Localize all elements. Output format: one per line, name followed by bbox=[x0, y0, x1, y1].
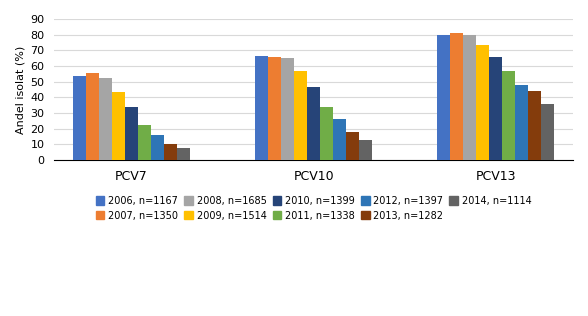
Bar bbox=[125, 107, 138, 160]
Bar bbox=[177, 148, 190, 160]
Bar bbox=[294, 71, 307, 160]
Bar bbox=[542, 104, 554, 160]
Bar bbox=[529, 91, 542, 160]
Bar bbox=[99, 78, 112, 160]
Bar bbox=[437, 35, 450, 160]
Bar bbox=[463, 35, 476, 160]
Bar bbox=[255, 56, 268, 160]
Bar bbox=[307, 87, 320, 160]
Y-axis label: Andel isolat (%): Andel isolat (%) bbox=[15, 45, 25, 134]
Bar bbox=[450, 33, 463, 160]
Bar bbox=[281, 58, 294, 160]
Bar bbox=[73, 76, 86, 160]
Bar bbox=[476, 45, 489, 160]
Bar bbox=[164, 144, 177, 160]
Bar bbox=[515, 85, 529, 160]
Bar bbox=[359, 140, 372, 160]
Bar bbox=[346, 132, 359, 160]
Bar bbox=[151, 135, 164, 160]
Bar bbox=[112, 92, 125, 160]
Bar bbox=[333, 119, 346, 160]
Bar bbox=[268, 58, 281, 160]
Bar bbox=[320, 107, 333, 160]
Legend: 2006, n=1167, 2007, n=1350, 2008, n=1685, 2009, n=1514, 2010, n=1399, 2011, n=13: 2006, n=1167, 2007, n=1350, 2008, n=1685… bbox=[93, 193, 534, 224]
Bar bbox=[138, 125, 151, 160]
Bar bbox=[489, 58, 502, 160]
Bar bbox=[86, 73, 99, 160]
Bar bbox=[502, 71, 515, 160]
